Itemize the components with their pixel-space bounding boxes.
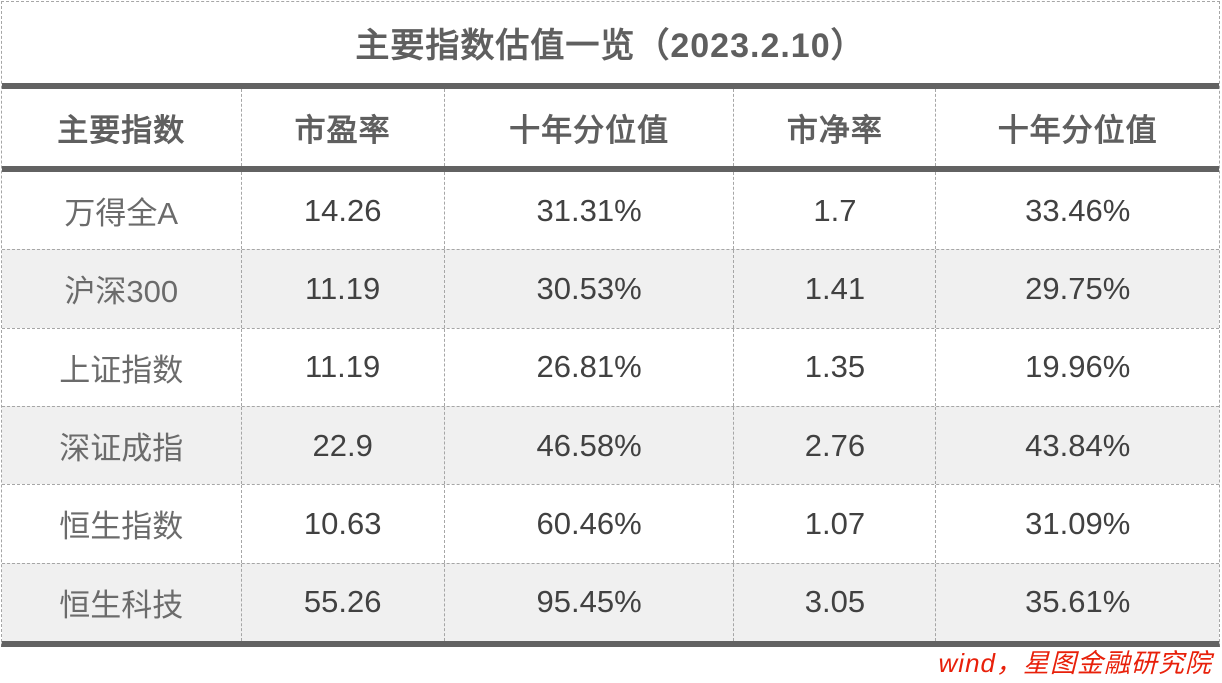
table-cell: 11.19 [240, 250, 444, 328]
table-cell: 11.19 [240, 328, 444, 406]
table-cell: 3.05 [733, 563, 935, 641]
table-cell: 55.26 [240, 563, 444, 641]
table-row: 上证指数 11.19 26.81% 1.35 19.96% [2, 327, 1219, 406]
table-row: 恒生科技 55.26 95.45% 3.05 35.61% [2, 562, 1219, 641]
table-header-row: 主要指数 市盈率 十年分位值 市净率 十年分位值 [2, 89, 1219, 172]
table-row: 深证成指 22.9 46.58% 2.76 43.84% [2, 405, 1219, 485]
table-row: 沪深300 11.19 30.53% 1.41 29.75% [2, 249, 1219, 328]
header-cell-pe-percentile: 十年分位值 [443, 89, 734, 166]
table-cell: 10.63 [240, 485, 444, 563]
table-cell: 60.46% [443, 485, 734, 563]
header-cell-pb-percentile: 十年分位值 [935, 89, 1219, 166]
header-cell-pb: 市净率 [733, 89, 935, 166]
row-label: 恒生科技 [59, 587, 184, 623]
table-cell: 1.35 [733, 328, 935, 406]
table-cell: 1.41 [733, 250, 935, 328]
table-cell: 1.7 [733, 172, 935, 250]
table-title: 主要指数估值一览（2023.2.10） [2, 2, 1219, 89]
table-cell: 1.07 [733, 485, 935, 563]
index-valuation-table: 主要指数估值一览（2023.2.10） 主要指数 市盈率 十年分位值 市净率 十… [1, 1, 1220, 647]
table-cell: 43.84% [935, 406, 1219, 485]
row-label: 深证成指 [59, 431, 184, 467]
row-label: 万得全A [64, 196, 179, 232]
table-cell: 35.61% [935, 563, 1219, 641]
table-cell: 22.9 [240, 406, 444, 485]
row-label: 上证指数 [59, 352, 184, 388]
table-cell: 95.45% [443, 563, 734, 641]
table-body: 万得全A 14.26 31.31% 1.7 33.46% 沪深300 11.19 30.53%… [2, 172, 1219, 641]
table-cell: 30.53% [443, 250, 734, 328]
data-source-note: wind，星图金融研究院 [938, 648, 1212, 678]
table-cell: 29.75% [935, 250, 1219, 328]
table-cell: 19.96% [935, 328, 1219, 406]
table-cell: 31.09% [935, 485, 1219, 563]
table-cell: 33.46% [935, 172, 1219, 250]
row-label: 恒生指数 [59, 509, 184, 545]
row-label: 沪深300 [64, 274, 179, 310]
table-row: 万得全A 14.26 31.31% 1.7 33.46% [2, 172, 1219, 250]
table-row: 恒生指数 10.63 60.46% 1.07 31.09% [2, 484, 1219, 563]
header-cell-pe: 市盈率 [240, 89, 444, 166]
table-cell: 31.31% [443, 172, 734, 250]
table-cell: 26.81% [443, 328, 734, 406]
table-cell: 2.76 [733, 406, 935, 485]
header-cell-index-name: 主要指数 [57, 113, 186, 148]
table-cell: 14.26 [240, 172, 444, 250]
table-cell: 46.58% [443, 406, 734, 485]
